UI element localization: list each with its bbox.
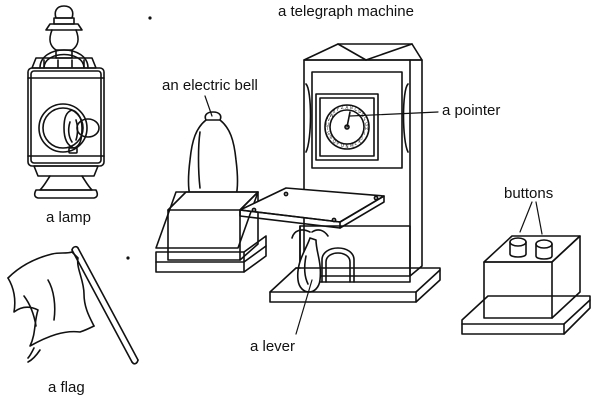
label-pointer: a pointer [442, 102, 501, 119]
label-telegraph-machine: a telegraph machine [278, 3, 414, 20]
label-lamp: a lamp [46, 209, 92, 226]
telegraph-machine-drawing [239, 43, 441, 303]
leader-lines [204, 95, 543, 335]
buttons-leader-right [535, 201, 543, 235]
flag-drawing [7, 245, 139, 365]
lever-leader [295, 279, 313, 335]
label-flag: a flag [48, 379, 85, 396]
label-electric-bell: an electric bell [162, 77, 258, 94]
buttons-leader-left [519, 201, 533, 233]
buttons-box-drawing [461, 235, 591, 335]
pointer-leader [349, 111, 439, 117]
label-buttons: buttons [504, 185, 554, 202]
label-lever: a lever [250, 338, 296, 355]
electric-bell-drawing [155, 111, 267, 273]
bell-leader [204, 95, 213, 117]
lamp-drawing [27, 5, 105, 199]
